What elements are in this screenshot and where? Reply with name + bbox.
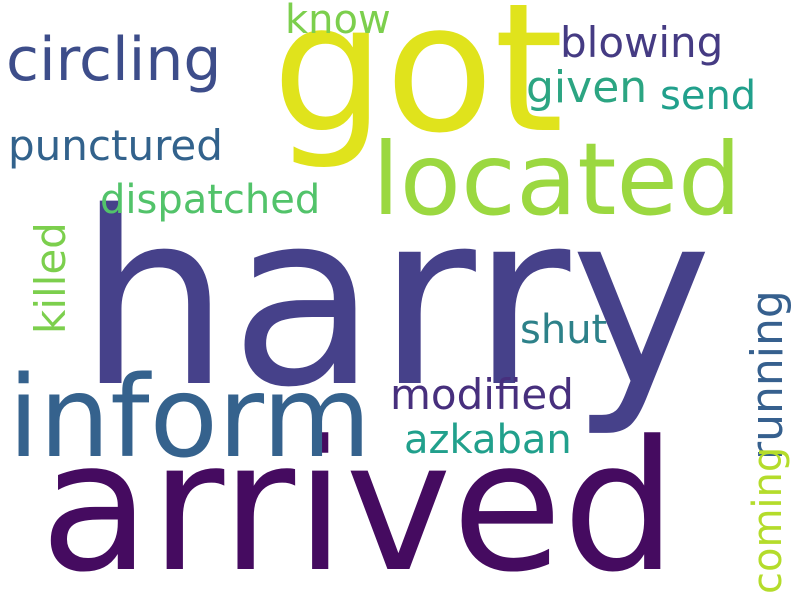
- word-arrived: arrived: [40, 403, 677, 600]
- word-got: got: [272, 0, 564, 172]
- word-running: running: [742, 290, 793, 460]
- word-inform: inform: [8, 353, 372, 483]
- word-harry: harry: [78, 160, 713, 440]
- word-located: located: [372, 121, 742, 238]
- word-blowing: blowing: [560, 18, 724, 67]
- word-send: send: [660, 73, 757, 119]
- word-know: know: [285, 0, 391, 43]
- word-coming: coming: [745, 446, 791, 594]
- word-killed: killed: [26, 222, 75, 334]
- word-dispatched: dispatched: [100, 177, 321, 223]
- word-given: given: [526, 62, 648, 113]
- word-circling: circling: [6, 25, 222, 95]
- word-modified: modified: [390, 370, 574, 419]
- word-shut: shut: [520, 307, 608, 353]
- word-azkaban: azkaban: [404, 417, 572, 463]
- word-punctured: punctured: [8, 121, 223, 170]
